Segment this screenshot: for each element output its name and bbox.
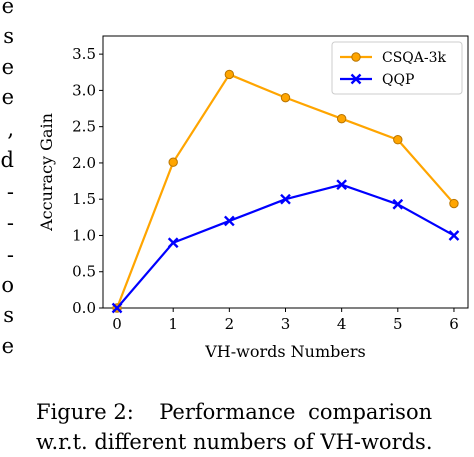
y-tick-label: 1.5 bbox=[72, 190, 96, 208]
side-text-fragment: d bbox=[0, 148, 14, 172]
y-tick-label: 3.5 bbox=[72, 45, 96, 63]
series-line-qqp bbox=[116, 183, 455, 309]
side-text-fragment: e bbox=[1, 55, 14, 79]
y-tick-label: 3.0 bbox=[72, 81, 96, 99]
data-point-csqa-3k bbox=[336, 113, 347, 124]
y-tick-label: 2.5 bbox=[72, 118, 96, 136]
caption-line-2: w.r.t. different numbers of VH-words. bbox=[36, 430, 433, 454]
x-tick-label: 3 bbox=[281, 315, 291, 333]
side-text-fragment: , bbox=[7, 117, 14, 141]
legend-label: CSQA-3k bbox=[382, 50, 447, 66]
data-point-csqa-3k bbox=[280, 92, 291, 103]
data-point-csqa-3k bbox=[393, 135, 403, 145]
side-text-fragment: e bbox=[1, 85, 14, 109]
data-point-csqa-3k bbox=[168, 157, 178, 167]
data-point-qqp bbox=[448, 230, 460, 241]
y-axis-label: Accuracy Gain bbox=[37, 113, 56, 232]
data-point-qqp bbox=[336, 179, 348, 191]
side-text-fragment: - bbox=[6, 243, 14, 267]
x-tick-label: 5 bbox=[393, 315, 403, 333]
x-axis-label: VH-words Numbers bbox=[204, 342, 365, 361]
legend-label: QQP bbox=[382, 72, 414, 88]
data-point-qqp bbox=[167, 237, 179, 249]
figure-caption: Figure 2: Performance comparison w.r.t. … bbox=[36, 397, 474, 457]
caption-line-1: Figure 2: Performance comparison bbox=[36, 397, 474, 427]
series-line-csqa-3k bbox=[116, 73, 455, 309]
side-text-fragment: s bbox=[3, 303, 14, 327]
accuracy-gain-chart: 0.0 0.5 1.0 1.5 2.0 2.5 3.0 3.5 0 1 2 3 4 5 6 VH-words … bbox=[37, 35, 469, 361]
caption-text-1: Performance comparison bbox=[159, 400, 433, 424]
side-text-fragment: e bbox=[1, 334, 14, 358]
data-point-csqa-3k bbox=[449, 198, 459, 209]
x-tick-label: 1 bbox=[168, 315, 178, 333]
y-tick-label: 2.0 bbox=[72, 154, 96, 172]
legend-box bbox=[331, 41, 463, 95]
data-point-qqp bbox=[111, 302, 123, 314]
side-text-fragment: e bbox=[1, 0, 14, 18]
x-tick-label: 4 bbox=[337, 315, 347, 333]
x-tick-label: 6 bbox=[449, 315, 459, 333]
y-tick-label: 0.0 bbox=[72, 299, 96, 317]
side-text-fragment: o bbox=[1, 273, 14, 297]
caption-label: Figure 2: bbox=[36, 400, 134, 424]
x-tick-label: 2 bbox=[225, 315, 235, 333]
data-point-qqp bbox=[223, 215, 235, 227]
legend-marker bbox=[351, 52, 361, 62]
legend-marker bbox=[350, 73, 362, 85]
data-point-qqp bbox=[280, 193, 291, 205]
data-point-qqp bbox=[392, 198, 404, 210]
side-text-fragment: s bbox=[3, 24, 14, 48]
y-tick-label: 0.5 bbox=[72, 263, 96, 281]
x-tick-label: 0 bbox=[112, 315, 122, 333]
data-point-csqa-3k bbox=[224, 69, 235, 80]
side-text-fragment: - bbox=[6, 211, 14, 235]
y-tick-label: 1.0 bbox=[72, 226, 96, 244]
side-text-fragment: - bbox=[6, 180, 14, 204]
